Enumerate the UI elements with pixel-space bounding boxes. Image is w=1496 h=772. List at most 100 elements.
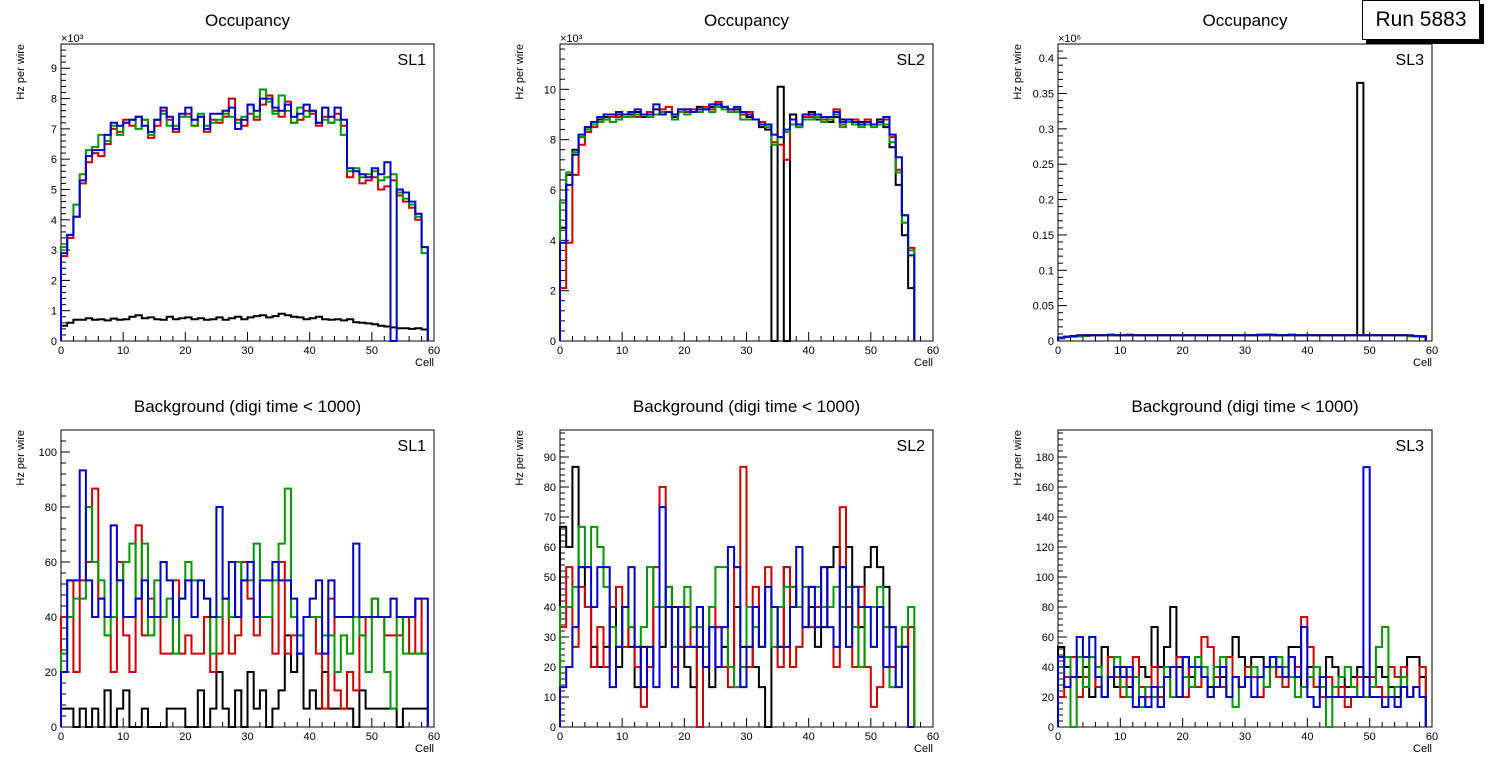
y-tick-label: 8 [51, 94, 57, 106]
x-tick-label: 0 [58, 345, 64, 357]
histogram-series-red [559, 100, 916, 341]
x-tick-label: 50 [865, 731, 877, 743]
y-tick-label: 0.15 [1033, 230, 1054, 242]
x-tick-label: 0 [58, 731, 64, 743]
y-tick-label: 3 [51, 245, 57, 257]
superlayer-tag: SL3 [1396, 438, 1425, 455]
superlayer-tag: SL3 [1396, 52, 1425, 69]
y-tick-label: 0.25 [1033, 159, 1054, 171]
superlayer-tag: SL1 [398, 52, 427, 69]
y-tick-label: 2 [550, 286, 556, 298]
chart-panel-6: Background (digi time < 1000) 0 10 20 30 40 50… [1012, 397, 1438, 755]
y-axis-label: Hz per wire [15, 44, 27, 100]
x-tick-label: 30 [241, 345, 253, 357]
x-axis-label: Cell [415, 743, 434, 755]
chart-panel-4: Background (digi time < 1000) 0 10 20 30 40 50… [15, 397, 440, 755]
histogram-series-blue [60, 469, 429, 727]
x-tick-label: 30 [740, 731, 752, 743]
x-tick-label: 30 [740, 345, 752, 357]
y-tick-label: 2 [51, 275, 57, 287]
histogram-series-black [1057, 81, 1427, 341]
x-tick-label: 20 [1177, 731, 1189, 743]
x-tick-label: 0 [1055, 345, 1061, 357]
chart-panel-3: Occupancy 0 10 20 30 40 50 60 0 0.05 0.1 0.15 0.2 0.2… [1012, 11, 1438, 369]
x-tick-label: 30 [1239, 731, 1251, 743]
y-tick-label: 6 [550, 185, 556, 197]
x-tick-label: 10 [117, 345, 129, 357]
y-tick-label: 5 [51, 184, 57, 196]
x-tick-label: 50 [1364, 345, 1376, 357]
y-tick-label: 0 [51, 722, 57, 734]
x-axis-label: Cell [1413, 743, 1432, 755]
x-tick-label: 0 [1055, 731, 1061, 743]
x-axis-label: Cell [415, 357, 434, 369]
y-tick-label: 80 [1042, 602, 1054, 614]
superlayer-tag: SL1 [398, 438, 427, 455]
x-tick-label: 60 [927, 345, 939, 357]
chart-panel-1: Occupancy 0 10 20 30 40 50 60 0 1 2 3 4 5 6 7 8 9 Cell Hz p… [15, 11, 440, 369]
y-tick-label: 8 [550, 135, 556, 147]
plot-frame [559, 43, 934, 342]
y-tick-label: 9 [51, 63, 57, 75]
chart-panel-2: Occupancy 0 10 20 30 40 50 60 0 2 4 6 8 10 Cell Hz per … [514, 11, 939, 369]
x-tick-label: 50 [366, 345, 378, 357]
y-tick-label: 40 [544, 602, 556, 614]
histogram-series-green [559, 525, 916, 727]
histogram-series-blue [559, 103, 916, 341]
chart-title: Occupancy [205, 11, 291, 30]
y-axis-label: Hz per wire [514, 44, 526, 100]
y-tick-label: 100 [39, 447, 57, 459]
y-tick-label: 20 [1042, 692, 1054, 704]
histogram-series-blue [1057, 333, 1427, 341]
histogram-series-blue [60, 97, 429, 342]
y-axis-exponent: ×10³ [560, 33, 583, 45]
chart-title: Background (digi time < 1000) [1131, 397, 1358, 416]
x-tick-label: 10 [616, 731, 628, 743]
y-tick-label: 30 [544, 632, 556, 644]
y-tick-label: 50 [544, 572, 556, 584]
x-tick-label: 30 [1239, 345, 1251, 357]
y-tick-label: 70 [544, 512, 556, 524]
x-tick-label: 40 [1301, 345, 1313, 357]
y-tick-label: 0.3 [1039, 124, 1054, 136]
x-tick-label: 20 [179, 345, 191, 357]
y-tick-label: 40 [45, 612, 57, 624]
y-tick-label: 20 [544, 662, 556, 674]
x-tick-label: 50 [366, 731, 378, 743]
superlayer-tag: SL2 [897, 52, 926, 69]
x-tick-label: 40 [304, 345, 316, 357]
y-tick-label: 4 [550, 235, 556, 247]
x-tick-label: 10 [117, 731, 129, 743]
x-tick-label: 0 [557, 731, 563, 743]
superlayer-tag: SL2 [897, 438, 926, 455]
histogram-series-black [60, 634, 429, 728]
histogram-series-red [60, 94, 429, 341]
x-tick-label: 20 [678, 731, 690, 743]
chart-panel-5: Background (digi time < 1000) 0 10 20 30 40 50… [514, 397, 939, 755]
y-tick-label: 0.05 [1033, 301, 1054, 313]
y-tick-label: 0 [1048, 722, 1054, 734]
y-tick-label: 120 [1036, 542, 1054, 554]
chart-title: Background (digi time < 1000) [633, 397, 860, 416]
x-tick-label: 60 [428, 345, 440, 357]
y-tick-label: 7 [51, 124, 57, 136]
chart-title: Occupancy [704, 11, 790, 30]
x-tick-label: 40 [1301, 731, 1313, 743]
histogram-series-blue [559, 506, 915, 728]
x-tick-label: 60 [1426, 731, 1438, 743]
x-tick-label: 30 [241, 731, 253, 743]
x-tick-label: 20 [179, 731, 191, 743]
y-tick-label: 140 [1036, 512, 1054, 524]
x-tick-label: 60 [927, 731, 939, 743]
chart-title: Background (digi time < 1000) [134, 397, 361, 416]
y-tick-label: 90 [544, 452, 556, 464]
y-tick-label: 20 [45, 667, 57, 679]
x-tick-label: 60 [1426, 345, 1438, 357]
y-axis-exponent: ×10³ [61, 33, 84, 45]
y-tick-label: 6 [51, 154, 57, 166]
y-tick-label: 0.2 [1039, 195, 1054, 207]
x-tick-label: 10 [1114, 345, 1126, 357]
x-tick-label: 60 [428, 731, 440, 743]
y-tick-label: 0.4 [1039, 53, 1054, 65]
